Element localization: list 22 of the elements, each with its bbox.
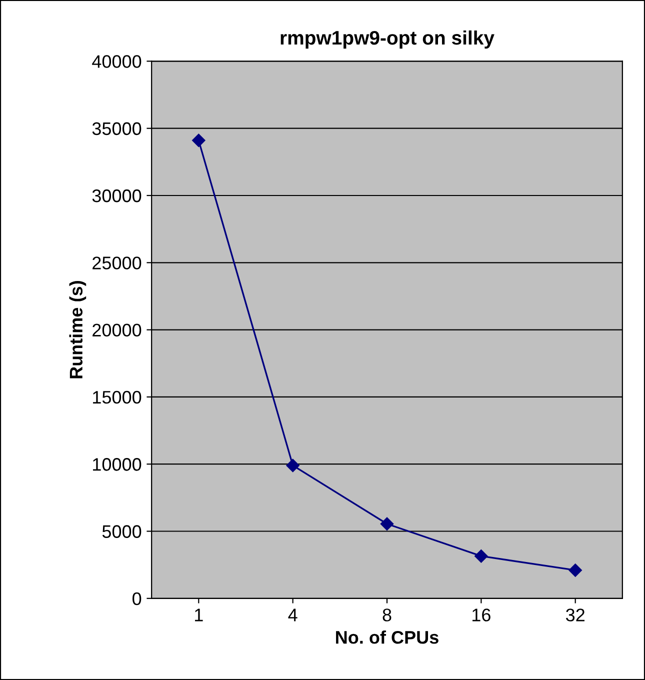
x-tick-label: 16 bbox=[472, 608, 490, 622]
point bbox=[380, 517, 394, 530]
point bbox=[568, 564, 582, 577]
y-tick-label: 0 bbox=[132, 592, 142, 606]
point bbox=[286, 458, 300, 472]
x-tick-label: 8 bbox=[382, 608, 392, 622]
chart-title: rmpw1pw9-opt on silky bbox=[280, 30, 494, 49]
y-tick-label: 40000 bbox=[92, 55, 142, 68]
y-axis-title: Runtime (s) bbox=[69, 281, 86, 378]
x-tick-label: 4 bbox=[288, 608, 298, 622]
y-tick-label: 30000 bbox=[92, 189, 142, 202]
point bbox=[474, 550, 488, 563]
x-tick-label: 32 bbox=[566, 608, 584, 622]
y-tick-label: 20000 bbox=[92, 324, 142, 337]
y-tick-label: 25000 bbox=[92, 256, 142, 270]
x-axis-title: No. of CPUs bbox=[336, 630, 438, 644]
y-tick-label: 35000 bbox=[92, 122, 142, 136]
x-tick-label: 1 bbox=[195, 608, 203, 622]
y-tick-label: 5000 bbox=[102, 525, 142, 538]
y-tick-label: 15000 bbox=[93, 390, 142, 404]
y-tick-label: 10000 bbox=[93, 458, 142, 471]
point bbox=[192, 134, 206, 148]
